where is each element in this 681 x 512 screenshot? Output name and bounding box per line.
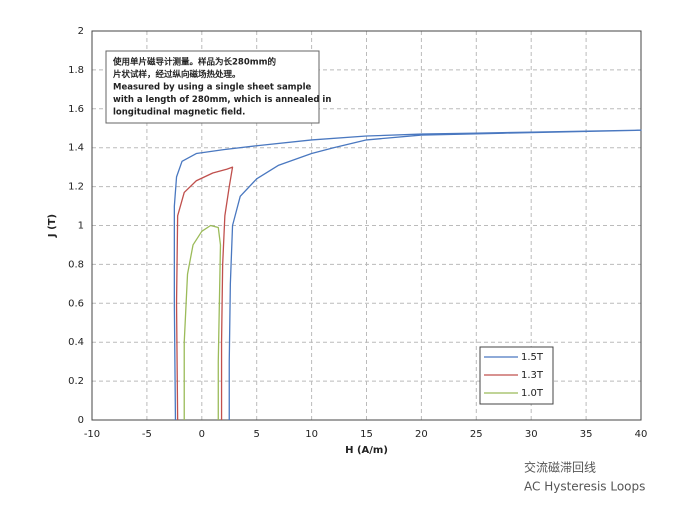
series-line [183, 224, 222, 420]
x-tick-label: 20 [415, 429, 428, 440]
y-tick-label: 1.6 [68, 104, 84, 115]
annotation-line: with a length of 280mm, which is anneale… [113, 95, 331, 105]
x-tick-label: 35 [580, 429, 593, 440]
annotation-box [105, 50, 320, 124]
x-tick-label: 10 [305, 429, 318, 440]
y-tick-label: 0.4 [68, 337, 84, 348]
legend-label: 1.3T [521, 370, 544, 381]
y-tick-label: 0 [78, 415, 84, 426]
x-tick-label: 25 [470, 429, 483, 440]
y-tick-label: 1.2 [68, 182, 84, 193]
series-line [175, 166, 234, 421]
annotation-line: 使用单片磁导计测量。样品为长280mm的 [112, 57, 276, 68]
plot-frame [91, 30, 642, 421]
legend-label: 1.0T [521, 388, 544, 399]
x-tick-label: 0 [199, 429, 205, 440]
annotation-line: longitudinal magnetic field. [113, 108, 245, 118]
x-tick-label: -5 [142, 429, 152, 440]
y-tick-label: 2 [78, 26, 84, 37]
y-tick-label: 0.2 [68, 376, 84, 387]
legend-label: 1.5T [521, 352, 544, 363]
x-tick-label: -10 [84, 429, 100, 440]
y-tick-label: 0.8 [68, 259, 84, 270]
y-tick-label: 0.6 [68, 298, 84, 309]
annotation-line: Measured by using a single sheet sample [113, 83, 312, 93]
y-axis-label: J (T) [47, 214, 58, 238]
x-tick-label: 5 [254, 429, 260, 440]
series-line [173, 129, 642, 421]
y-tick-label: 1.4 [68, 143, 84, 154]
x-tick-label: 15 [360, 429, 373, 440]
x-tick-label: 40 [635, 429, 648, 440]
x-tick-label: 30 [525, 429, 538, 440]
y-tick-label: 1 [78, 221, 84, 232]
footer-title-en: AC Hysteresis Loops [524, 480, 645, 494]
y-tick-label: 1.8 [68, 65, 84, 76]
annotation-line: 片状试样，经过纵向磁场热处理。 [113, 69, 241, 80]
x-axis-label: H (A/m) [345, 445, 388, 456]
footer-title-zh: 交流磁滞回线 [524, 460, 596, 475]
